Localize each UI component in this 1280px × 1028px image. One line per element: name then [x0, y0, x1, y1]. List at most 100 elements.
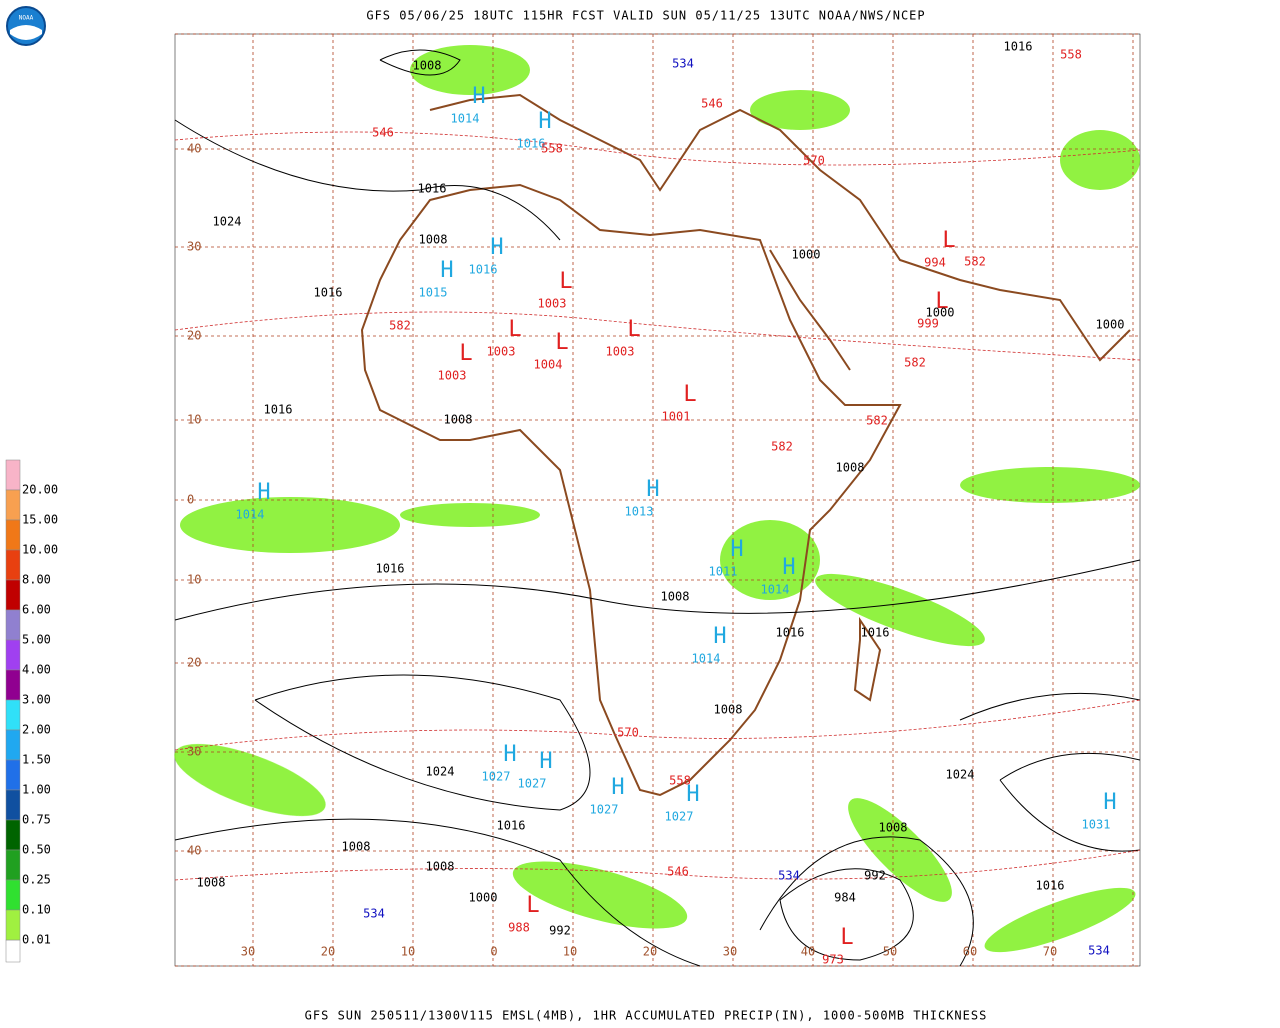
pressure-center-value: 1011: [709, 565, 738, 579]
precip-area: [400, 503, 540, 527]
coastline-red-sea: [769, 249, 851, 371]
longitude-label: 60: [963, 945, 977, 959]
longitude-label: 10: [401, 945, 415, 959]
isobar: [779, 868, 914, 961]
isobar-label: 1016: [861, 626, 890, 640]
latitude-label: 30: [187, 745, 201, 759]
thickness-label: 534: [778, 869, 800, 883]
precip-area: [180, 497, 400, 553]
isobars: [174, 49, 1141, 967]
pressure-center-value: 1014: [761, 583, 790, 597]
coastline-madagascar: [853, 616, 882, 702]
isobar-label: 1024: [946, 768, 975, 782]
isobar-label: 1024: [213, 215, 242, 229]
pressure-center-letter: H: [490, 235, 503, 260]
pressure-center-letter: L: [459, 341, 472, 366]
pressure-center-value: 1014: [451, 112, 480, 126]
legend-label: 15.00: [22, 513, 58, 527]
latitude-label: 10: [187, 413, 201, 427]
thickness-lines: [174, 131, 1141, 881]
graticule: [175, 33, 1140, 967]
pressure-center-letter: L: [555, 330, 568, 355]
precip-area: [512, 861, 688, 929]
legend-label: 0.10: [22, 903, 51, 917]
legend-swatch: [5, 939, 21, 963]
footer-caption: GFS SUN 250511/1300V115 EMSL(4MB), 1HR A…: [305, 1009, 988, 1023]
pressure-center-letter: H: [538, 109, 551, 134]
precip-area: [1060, 130, 1140, 190]
thickness-label: 582: [904, 356, 926, 370]
isobar-label: 1000: [469, 891, 498, 905]
legend-label: 1.50: [22, 753, 51, 767]
isobar-label: 1008: [836, 461, 865, 475]
thickness-line: [174, 699, 1141, 751]
pressure-center-letter: H: [472, 84, 485, 109]
thickness-label: 546: [372, 126, 394, 140]
thickness-label: 582: [866, 414, 888, 428]
latitude-label: 30: [187, 240, 201, 254]
isobar: [174, 818, 701, 967]
isobar-label: 1008: [342, 840, 371, 854]
precip-area: [174, 743, 326, 817]
isobar-label: 1000: [926, 306, 955, 320]
isobar-label: 1016: [376, 562, 405, 576]
legend-label: 5.00: [22, 633, 51, 647]
legend: 20.00 15.00 10.00 8.00 6.00 5.00 4.00 3.00 2.00 1…: [5, 459, 58, 963]
longitude-label: 20: [643, 945, 657, 959]
isobar-label: 1008: [444, 413, 473, 427]
precip-area: [410, 45, 530, 95]
legend-swatch: [5, 459, 21, 491]
legend-label: 0.75: [22, 813, 51, 827]
isobar-label: 1008: [419, 233, 448, 247]
latitude-label: 20: [187, 329, 201, 343]
longitude-label: 30: [723, 945, 737, 959]
legend-label: 20.00: [22, 483, 58, 497]
latitude-label: 40: [187, 142, 201, 156]
pressure-center-value: 973: [822, 953, 844, 967]
isobar-label: 1000: [1096, 318, 1125, 332]
header-title: GFS 05/06/25 18UTC 115HR FCST VALID SUN …: [366, 9, 925, 23]
pressure-center-value: 1004: [534, 358, 563, 372]
pressure-center-value: 1015: [419, 286, 448, 300]
isobar-label: 1008: [879, 821, 908, 835]
isobar-label: 1008: [661, 590, 690, 604]
legend-label: 0.50: [22, 843, 51, 857]
pressure-center-letter: H: [611, 775, 624, 800]
isobar: [959, 692, 1141, 721]
longitude-label: 70: [1043, 945, 1057, 959]
thickness-line: [174, 131, 1141, 166]
isobar-label: 1008: [714, 703, 743, 717]
legend-swatch: [5, 879, 21, 911]
pressure-center-value: 1027: [518, 777, 547, 791]
latitude-label: 10: [187, 573, 201, 587]
thickness-label: 558: [1060, 48, 1082, 62]
legend-label: 6.00: [22, 603, 51, 617]
pressure-center-letter: L: [508, 317, 521, 342]
thickness-label: 582: [964, 255, 986, 269]
isobar-label: 1016: [776, 626, 805, 640]
isobar-label: 1008: [426, 860, 455, 874]
pressure-center-letter: L: [526, 893, 539, 918]
pressure-center-value: 1016: [469, 263, 498, 277]
legend-swatch: [5, 759, 21, 791]
pressure-center-letter: L: [942, 228, 955, 253]
isobar-label: 1016: [418, 182, 447, 196]
legend-swatch: [5, 489, 21, 521]
pressure-center-letter: L: [935, 289, 948, 314]
thickness-label: 546: [701, 97, 723, 111]
isobar-label: 1016: [314, 286, 343, 300]
pressure-center-value: 988: [508, 921, 530, 935]
longitude-label: 50: [883, 945, 897, 959]
pressure-center-letter: H: [539, 749, 552, 774]
logo-text: NOAA: [19, 15, 34, 22]
thickness-label: 534: [672, 57, 694, 71]
longitude-label: 20: [321, 945, 335, 959]
precip-area: [960, 467, 1140, 503]
coastline-africa: [360, 183, 902, 797]
latitude-label: 20: [187, 656, 201, 670]
pressure-center-value: 1001: [662, 410, 691, 424]
pressure-center-letter: L: [683, 382, 696, 407]
longitude-label: 0: [490, 945, 497, 959]
